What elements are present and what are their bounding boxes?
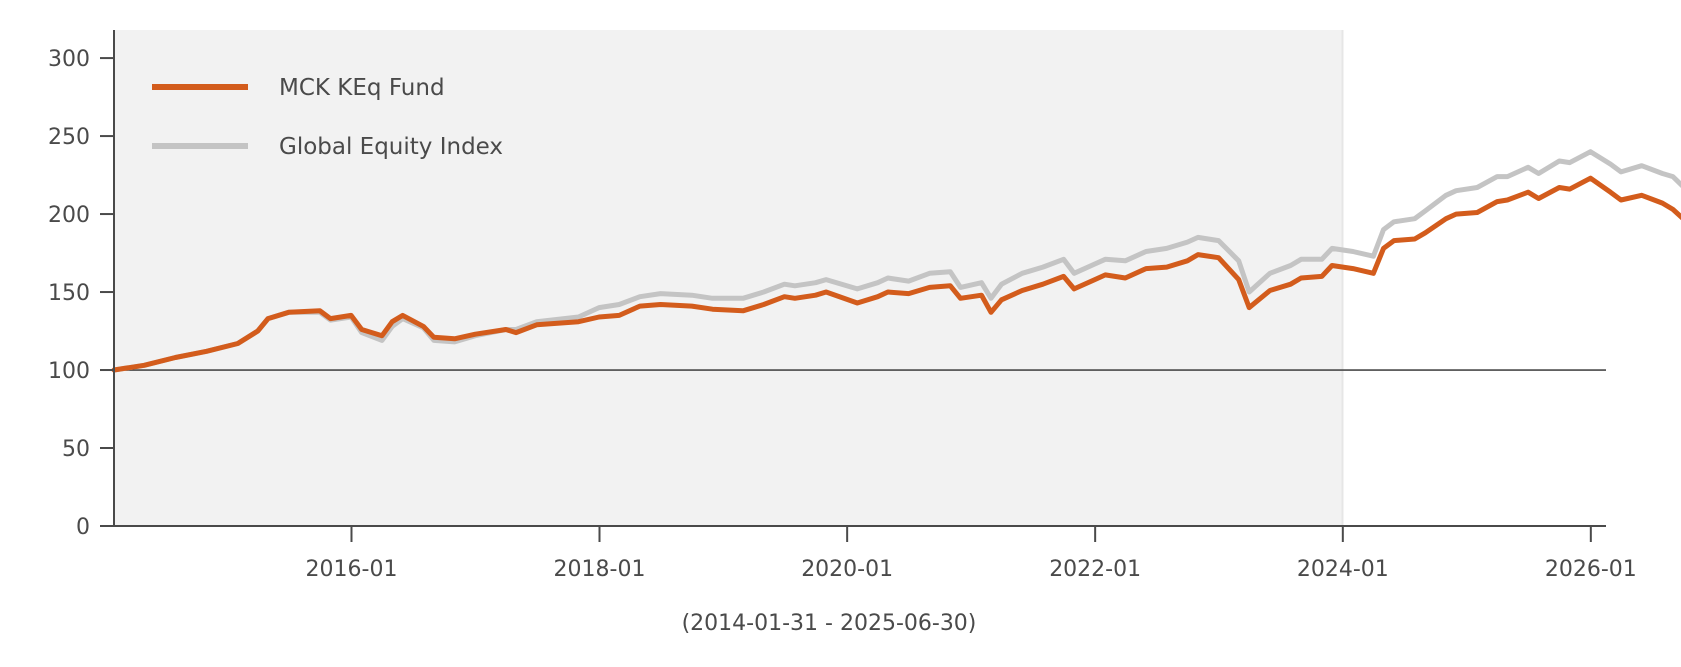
y-tick-label: 300 (48, 47, 90, 72)
y-tick-label: 150 (48, 281, 90, 306)
series-line-index (111, 149, 1681, 373)
x-axis-ticks: 2016-01 2018-01 2020-01 2022-01 2024-01 2026-… (306, 526, 1637, 582)
y-tick-label: 0 (76, 515, 90, 540)
x-tick-label: 2026-01 (1545, 557, 1637, 582)
x-tick-label: 2022-01 (1049, 557, 1141, 582)
legend-label-index: Global Equity Index (279, 134, 503, 160)
y-tick-label: 200 (48, 203, 90, 228)
x-tick-label: 2018-01 (554, 557, 646, 582)
legend-label-fund: MCK KEq Fund (279, 75, 445, 101)
series-line-fund (111, 175, 1681, 373)
y-tick-label: 50 (62, 437, 90, 462)
x-tick-label: 2024-01 (1297, 557, 1389, 582)
date-range-caption: (2014-01-31 - 2025-06-30) (682, 611, 977, 636)
series-layer (111, 149, 1681, 373)
y-tick-label: 100 (48, 359, 90, 384)
legend: MCK KEq Fund Global Equity Index (152, 75, 503, 160)
x-tick-label: 2020-01 (801, 557, 893, 582)
y-axis-ticks: 0 50 100 150 200 250 300 (48, 47, 114, 540)
y-tick-label: 250 (48, 125, 90, 150)
x-tick-label: 2016-01 (306, 557, 398, 582)
shaded-region (114, 30, 1343, 526)
